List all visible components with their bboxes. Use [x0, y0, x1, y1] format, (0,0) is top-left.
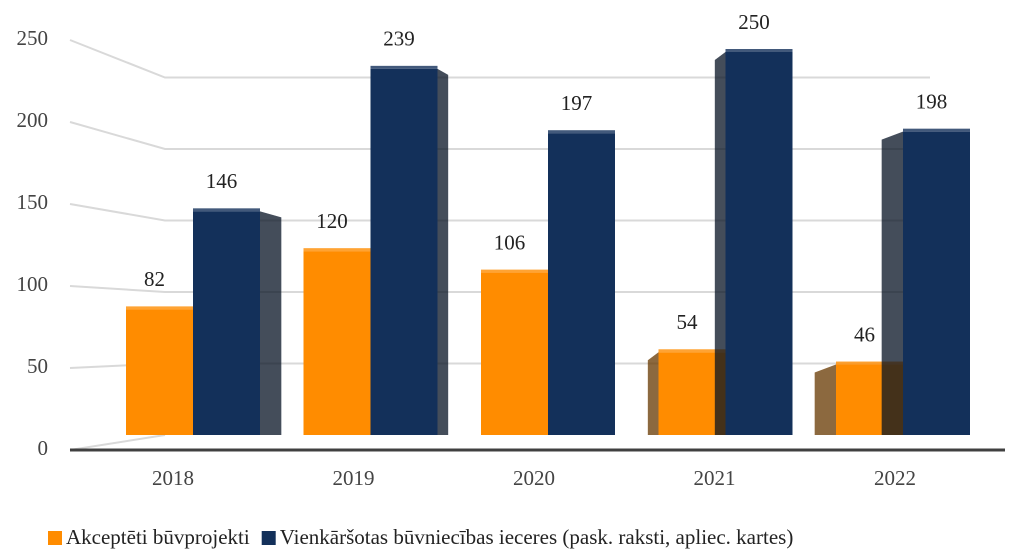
bar-side-shade	[647, 352, 659, 435]
bar-top	[126, 306, 193, 310]
y-tick-label: 0	[38, 436, 49, 460]
bar-side	[814, 364, 836, 435]
y-tick-label: 200	[17, 108, 49, 132]
bar	[548, 133, 615, 436]
x-tick-label: 2019	[333, 466, 375, 490]
bar-top	[548, 130, 615, 134]
data-label: 120	[316, 209, 348, 233]
bar-side	[260, 211, 282, 435]
data-label: 197	[561, 91, 593, 115]
bar-side	[647, 352, 659, 435]
data-label: 54	[677, 310, 699, 334]
bar-top	[903, 128, 970, 132]
bar	[303, 251, 371, 435]
bar	[481, 272, 548, 435]
data-label: 46	[854, 322, 875, 346]
data-label: 106	[494, 230, 526, 254]
bar	[725, 52, 793, 435]
legend-swatch	[261, 531, 276, 545]
legend-label: Vienkāršotas būvniecības ieceres (pask. …	[280, 525, 794, 549]
bar-side	[437, 68, 449, 436]
grid-line	[69, 285, 930, 293]
x-tick-label: 2018	[152, 466, 194, 490]
floor-line	[69, 434, 166, 451]
data-label: 146	[206, 169, 238, 193]
y-tick-label: 100	[17, 272, 49, 296]
bar-top	[370, 65, 438, 69]
x-tick-label: 2022	[874, 466, 916, 490]
legend-swatch	[48, 531, 62, 545]
bar-top	[725, 49, 793, 52]
bar-side-shade	[814, 364, 836, 435]
y-tick-label: 150	[17, 190, 49, 214]
bar	[126, 309, 193, 435]
bar-side-shade	[260, 211, 282, 435]
data-label: 82	[144, 267, 165, 291]
y-tick-label: 250	[17, 26, 49, 50]
bar	[193, 211, 260, 435]
data-label: 239	[383, 27, 415, 51]
data-label: 198	[916, 89, 948, 113]
bar-side-shade	[437, 68, 449, 436]
grid-line	[69, 121, 930, 150]
legend-label: Akceptēti būvprojekti	[66, 525, 250, 549]
bar-top	[481, 269, 548, 273]
bar	[370, 68, 438, 436]
bar-side	[714, 52, 726, 435]
bar-top	[658, 349, 726, 353]
grid-line	[69, 39, 930, 79]
grid-line	[69, 203, 930, 222]
bar-top	[836, 361, 903, 365]
bar-side	[881, 131, 903, 435]
bar-top	[303, 248, 371, 252]
data-label: 250	[738, 10, 770, 34]
bar-side-shade	[881, 131, 903, 435]
x-tick-label: 2021	[694, 466, 736, 490]
bar-side-shade	[714, 52, 726, 435]
y-tick-label: 50	[27, 354, 48, 378]
x-tick-label: 2020	[513, 466, 555, 490]
bar	[658, 352, 726, 435]
bar	[903, 131, 970, 435]
bar-top	[193, 208, 260, 212]
